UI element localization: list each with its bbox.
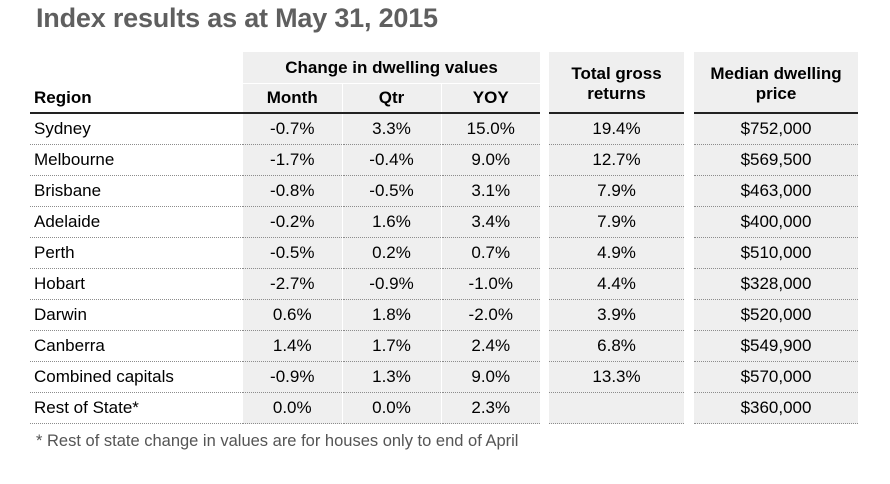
cell-month: 0.6% [243,299,342,331]
cell-median-price: $328,000 [694,268,859,300]
cell-total-gross-returns: 12.7% [549,144,685,176]
cell-region: Combined capitals [30,361,243,393]
cell-region: Canberra [30,330,243,362]
cell-qtr: 0.2% [341,237,441,269]
table-body: Sydney -0.7% 3.3% 15.0% 19.4% $752,000 Melbour… [30,113,859,424]
cell-yoy: 3.1% [440,175,541,207]
cell-yoy: 15.0% [440,113,541,145]
table-row: Adelaide -0.2% 1.6% 3.4% 7.9% $400,000 [30,206,859,238]
cell-total-gross-returns: 19.4% [549,113,685,145]
cell-total-gross-returns: 13.3% [549,361,685,393]
header-median-line2: price [694,83,859,114]
cell-total-gross-returns: 4.9% [549,237,685,269]
cell-yoy: 2.4% [440,330,541,362]
table-row: Hobart -2.7% -0.9% -1.0% 4.4% $328,000 [30,268,859,300]
cell-qtr: -0.4% [341,144,441,176]
cell-median-price: $520,000 [694,299,859,331]
cell-region: Rest of State* [30,392,243,424]
cell-month: -0.2% [243,206,342,238]
cell-month: -2.7% [243,268,342,300]
cell-qtr: 1.7% [341,330,441,362]
cell-region: Adelaide [30,206,243,238]
cell-median-price: $400,000 [694,206,859,238]
cell-qtr: 0.0% [341,392,441,424]
table-row: Sydney -0.7% 3.3% 15.0% 19.4% $752,000 [30,113,859,145]
cell-median-price: $549,900 [694,330,859,362]
cell-qtr: 1.8% [341,299,441,331]
cell-month: -0.8% [243,175,342,207]
cell-qtr: 3.3% [341,113,441,145]
table-row: Perth -0.5% 0.2% 0.7% 4.9% $510,000 [30,237,859,269]
header-region: Region [30,83,243,114]
header-median-line1: Median dwelling [694,52,859,84]
header-qtr: Qtr [341,83,441,114]
cell-yoy: 2.3% [440,392,541,424]
cell-region: Darwin [30,299,243,331]
table-row: Melbourne -1.7% -0.4% 9.0% 12.7% $569,500 [30,144,859,176]
cell-yoy: 9.0% [440,361,541,393]
cell-region: Sydney [30,113,243,145]
cell-month: 0.0% [243,392,342,424]
footnote: * Rest of state change in values are for… [36,432,519,450]
cell-yoy: -2.0% [440,299,541,331]
cell-yoy: -1.0% [440,268,541,300]
cell-total-gross-returns: 3.9% [549,299,685,331]
cell-total-gross-returns [549,392,685,424]
table-row: Darwin 0.6% 1.8% -2.0% 3.9% $520,000 [30,299,859,331]
table-row: Rest of State* 0.0% 0.0% 2.3% $360,000 [30,392,859,424]
cell-median-price: $510,000 [694,237,859,269]
header-total-gross-line1: Total gross [549,52,685,84]
cell-yoy: 0.7% [440,237,541,269]
table-row: Canberra 1.4% 1.7% 2.4% 6.8% $549,900 [30,330,859,362]
page-title: Index results as at May 31, 2015 [36,3,438,33]
header-yoy: YOY [440,83,541,114]
cell-median-price: $570,000 [694,361,859,393]
header-change-group: Change in dwelling values [243,52,541,84]
cell-total-gross-returns: 7.9% [549,175,685,207]
cell-month: -0.7% [243,113,342,145]
table-row: Combined capitals -0.9% 1.3% 9.0% 13.3% $570,… [30,361,859,393]
cell-month: -1.7% [243,144,342,176]
table-row: Brisbane -0.8% -0.5% 3.1% 7.9% $463,000 [30,175,859,207]
cell-region: Brisbane [30,175,243,207]
cell-qtr: -0.5% [341,175,441,207]
cell-month: 1.4% [243,330,342,362]
cell-median-price: $569,500 [694,144,859,176]
cell-median-price: $752,000 [694,113,859,145]
header-total-gross-line2: returns [549,83,685,114]
cell-region: Perth [30,237,243,269]
cell-median-price: $463,000 [694,175,859,207]
cell-qtr: 1.6% [341,206,441,238]
cell-total-gross-returns: 7.9% [549,206,685,238]
cell-yoy: 9.0% [440,144,541,176]
cell-region: Melbourne [30,144,243,176]
cell-median-price: $360,000 [694,392,859,424]
index-results-table: Change in dwelling values Total gross Me… [30,52,859,424]
cell-total-gross-returns: 4.4% [549,268,685,300]
cell-region: Hobart [30,268,243,300]
cell-total-gross-returns: 6.8% [549,330,685,362]
cell-qtr: -0.9% [341,268,441,300]
cell-yoy: 3.4% [440,206,541,238]
cell-qtr: 1.3% [341,361,441,393]
header-spacer [30,52,243,84]
cell-month: -0.5% [243,237,342,269]
cell-month: -0.9% [243,361,342,393]
header-month: Month [243,83,342,114]
